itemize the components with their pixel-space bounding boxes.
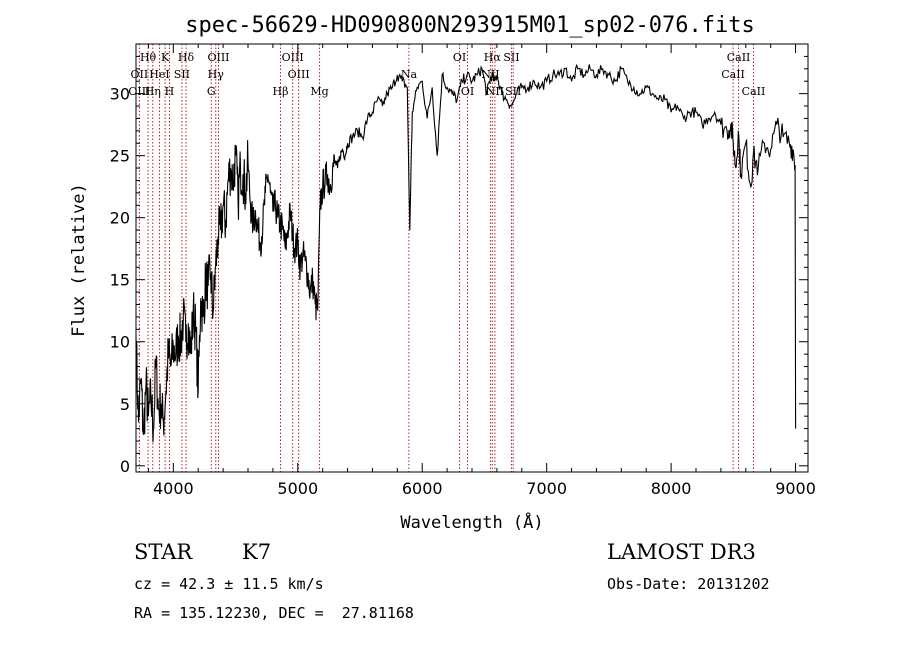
line-label-10: Hγ [208,68,225,81]
y-tick-label: 20 [110,209,130,228]
y-tick-label: 0 [120,457,130,476]
y-tick-label: 10 [110,333,130,352]
survey-name: LAMOST DR3 [607,540,756,564]
line-label-1: OII [131,68,149,81]
x-tick-label: 7000 [526,479,567,498]
x-tick-label: 9000 [775,479,816,498]
object-class: STAR [134,540,193,564]
line-label-26: CaII [742,85,766,98]
line-label-22: SII [503,51,519,64]
y-tick-label: 5 [120,395,130,414]
x-tick-label: 5000 [277,479,318,498]
x-tick-label: 8000 [651,479,692,498]
y-tick-label: 15 [110,271,130,290]
line-label-25: CaII [727,51,751,64]
object-subclass: K7 [242,540,272,564]
y-axis-title: Flux (relative) [69,183,89,337]
y-tick-label: 30 [110,85,130,104]
x-axis-title: Wavelength (Å) [400,511,543,533]
spectral-line-markers [138,44,754,472]
line-label-23: SII [505,85,521,98]
y-tick-label: 25 [110,147,130,166]
line-label-12: Hβ [273,85,289,98]
x-tick-label: 6000 [402,479,443,498]
coordinates-readout: RA = 135.12230, DEC = 27.81168 [134,604,414,622]
line-label-14: OIII [288,68,310,81]
line-label-20: NII [481,68,499,81]
chart-title: spec-56629-HD090800N293915M01_sp02-076.f… [185,13,755,38]
line-label-15: Mg [310,85,328,98]
line-label-8: Hδ [178,51,195,64]
line-label-11: G [207,85,216,98]
line-label-9: OIII [207,51,229,64]
line-label-18: OI [461,85,474,98]
line-label-4: HeI [149,68,169,81]
plot-frame [135,43,809,473]
axis-ticks: 4000 5000 6000 7000 8000 9000 0 5 10 15 20 25 30 [110,44,816,498]
redshift-readout: cz = 42.3 ± 11.5 km/s [134,575,324,593]
line-label-0: Hθ [140,51,157,64]
line-label-24: CaII [721,68,745,81]
line-label-7: SII [174,68,190,81]
line-label-5: Hη [145,85,161,98]
line-label-21: NII [486,85,504,98]
line-label-16: Na [401,68,418,81]
line-label-17: OI [453,51,466,64]
line-label-19: Hα [484,51,502,64]
x-tick-label: 4000 [153,479,194,498]
observation-date: Obs-Date: 20131202 [607,575,770,593]
line-label-3: K [161,51,170,64]
line-label-6: H [165,85,175,98]
line-label-13: OIII [282,51,304,64]
line-label-2: OIII [128,85,150,98]
spectrum-line [135,63,797,443]
